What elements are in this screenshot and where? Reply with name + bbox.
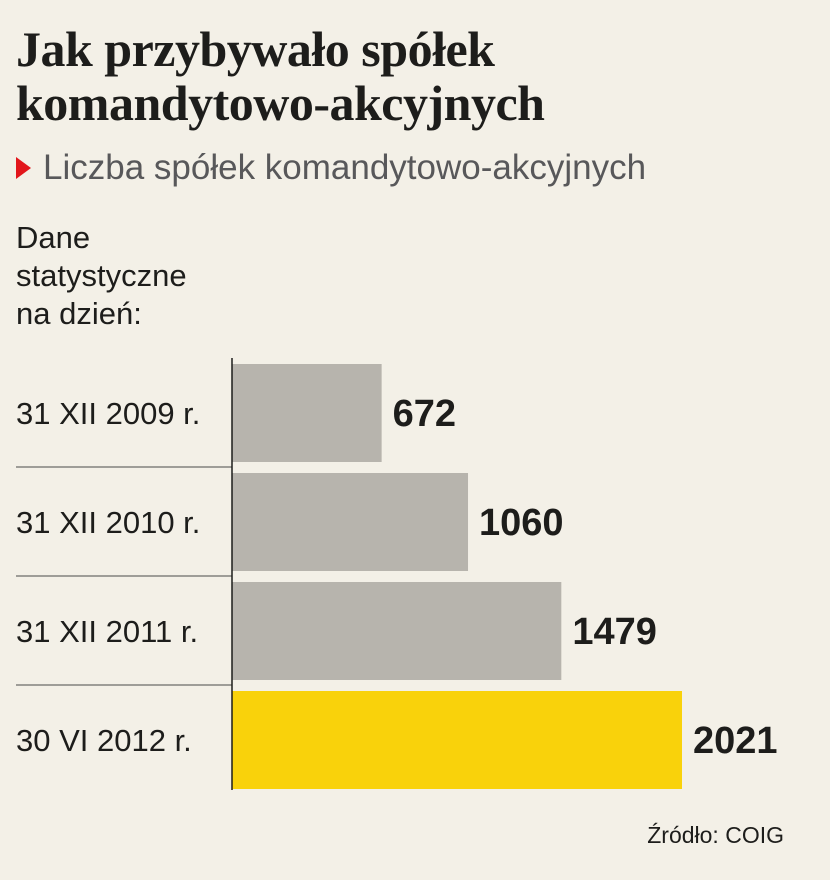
bar-4 xyxy=(232,691,682,789)
data-label: 1060 xyxy=(479,502,564,544)
subtitle-row: Liczba spółek komandytowo-akcyjnych xyxy=(16,146,646,190)
category-label: 31 XII 2010 r. xyxy=(16,505,200,540)
data-label: 672 xyxy=(393,393,456,435)
chart-subtitle: Liczba spółek komandytowo-akcyjnych xyxy=(43,148,647,187)
bar-1 xyxy=(232,364,382,462)
bar-3 xyxy=(232,582,562,680)
data-label: 2021 xyxy=(693,720,778,762)
data-label: 1479 xyxy=(572,611,657,653)
category-label: 31 XII 2009 r. xyxy=(16,396,200,431)
triangle-right-icon xyxy=(16,157,31,179)
category-label: 31 XII 2011 r. xyxy=(16,614,198,649)
chart-title: Jak przybywało spółek komandytowo-akcyjn… xyxy=(16,21,545,131)
category-label: 30 VI 2012 r. xyxy=(16,723,192,758)
date-note: Dane statystyczne na dzień: xyxy=(16,220,187,331)
bar-2 xyxy=(232,473,469,571)
source-note: Źródło: COIG xyxy=(647,822,784,848)
